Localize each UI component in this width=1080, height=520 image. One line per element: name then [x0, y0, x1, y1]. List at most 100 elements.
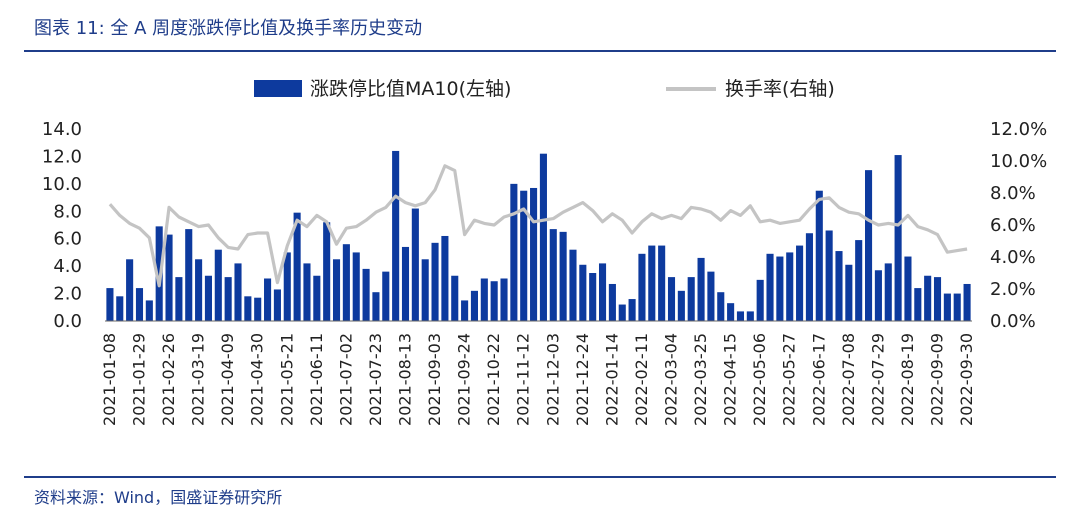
bar	[135, 288, 144, 321]
bar	[283, 252, 291, 321]
x-tick-label: 2022-05-06	[750, 333, 769, 426]
bar	[707, 271, 715, 321]
bar	[254, 297, 262, 321]
y-right-tick-label: 12.0%	[990, 119, 1047, 140]
bar	[874, 270, 882, 321]
bar	[845, 264, 853, 321]
x-tick-label: 2021-09-24	[455, 333, 474, 426]
y-axis-right-ticks: 0.0% 2.0% 4.0% 6.0% 8.0% 10.0% 12.0%	[990, 119, 1047, 332]
x-tick-label: 2022-09-30	[957, 333, 976, 426]
y-left-tick-label: 6.0	[53, 229, 82, 250]
bar	[500, 278, 508, 321]
bar	[352, 252, 360, 321]
x-tick-label: 2022-04-15	[721, 333, 740, 426]
x-tick-label: 2022-03-25	[691, 333, 710, 426]
bar	[648, 245, 656, 321]
bar	[342, 244, 350, 321]
bar	[638, 253, 646, 321]
x-tick-label: 2021-01-08	[100, 333, 119, 426]
x-tick-label: 2021-12-03	[543, 333, 562, 426]
bar	[658, 245, 666, 321]
y-right-tick-label: 10.0%	[990, 151, 1047, 172]
line-series	[108, 164, 968, 288]
bar	[332, 259, 341, 321]
bar	[924, 275, 932, 321]
bar	[214, 249, 222, 321]
x-tick-label: 2022-08-19	[898, 333, 917, 426]
bar	[914, 288, 922, 321]
bar	[835, 251, 843, 321]
bar	[461, 300, 469, 321]
y-left-tick-label: 14.0	[42, 119, 82, 140]
legend: 涨跌停比值MA10(左轴) 换手率(右轴)	[254, 78, 835, 100]
bar	[963, 283, 971, 321]
x-tick-label: 2022-05-27	[780, 333, 799, 426]
bar	[776, 256, 784, 321]
bar	[244, 296, 252, 321]
bar	[756, 279, 764, 321]
bar	[953, 293, 961, 321]
x-tick-label: 2022-09-09	[928, 333, 947, 426]
x-tick-label: 2022-07-29	[868, 333, 887, 426]
bar	[608, 283, 616, 321]
x-tick-label: 2022-01-14	[602, 333, 621, 426]
bar	[736, 311, 745, 321]
bar	[677, 290, 685, 321]
bar	[943, 293, 951, 321]
bar	[855, 240, 863, 321]
bar	[815, 190, 823, 321]
x-tick-label: 2021-11-12	[514, 333, 533, 426]
bar	[933, 277, 942, 321]
bar	[106, 288, 114, 321]
bar	[411, 208, 419, 321]
bar	[441, 235, 449, 321]
source-note: 资料来源：Wind，国盛证券研究所	[34, 488, 283, 507]
x-tick-label: 2022-03-04	[662, 333, 681, 426]
legend-bar-label: 涨跌停比值MA10(左轴)	[310, 78, 511, 100]
bar	[796, 245, 804, 321]
bar	[470, 290, 478, 321]
chart-canvas: 涨跌停比值MA10(左轴) 换手率(右轴) 0.0 2.0 4.0 6.0 8.0 10.…	[42, 78, 1047, 426]
bar	[539, 153, 547, 321]
bar	[884, 263, 892, 321]
bar	[224, 277, 232, 321]
x-tick-label: 2021-03-19	[189, 333, 208, 426]
bar	[401, 246, 410, 321]
turnover-line	[108, 164, 968, 288]
y-left-tick-label: 12.0	[42, 146, 82, 167]
title-divider	[24, 50, 1056, 52]
x-tick-label: 2021-07-23	[366, 333, 385, 426]
bar	[894, 155, 902, 321]
x-tick-label: 2022-07-08	[839, 333, 858, 426]
bar	[865, 170, 873, 321]
legend-bar-swatch	[254, 80, 302, 97]
bar	[195, 259, 203, 321]
bar	[175, 277, 183, 321]
x-tick-label: 2021-12-24	[573, 333, 592, 426]
bar	[618, 304, 626, 321]
chart-title: 图表 11: 全 A 周度涨跌停比值及换手率历史变动	[34, 18, 423, 39]
bar	[264, 278, 272, 321]
bar	[559, 231, 567, 321]
y-left-tick-label: 10.0	[42, 174, 82, 195]
bar	[717, 292, 725, 321]
bar	[116, 296, 124, 321]
x-tick-label: 2021-04-09	[218, 333, 237, 426]
bar	[421, 259, 429, 321]
bar	[490, 281, 498, 321]
bar	[628, 299, 636, 321]
bar	[598, 263, 607, 321]
x-tick-label: 2021-01-29	[130, 333, 149, 426]
x-tick-label: 2021-06-11	[307, 333, 326, 426]
bar	[372, 292, 380, 321]
bar	[165, 234, 173, 321]
y-left-tick-label: 2.0	[53, 284, 82, 305]
bar	[727, 303, 735, 321]
bar	[746, 311, 754, 321]
y-right-tick-label: 0.0%	[990, 311, 1036, 332]
bar	[904, 256, 912, 321]
bar	[392, 150, 400, 321]
bar	[273, 289, 281, 321]
bar	[786, 252, 794, 321]
bar	[126, 259, 134, 321]
